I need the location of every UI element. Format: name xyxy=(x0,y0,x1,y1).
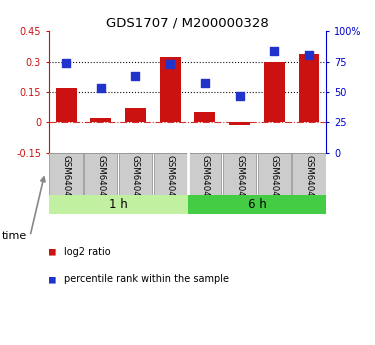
Bar xyxy=(90,118,111,122)
Bar xyxy=(223,153,256,195)
Bar xyxy=(49,195,188,214)
Text: ■: ■ xyxy=(49,275,55,284)
Bar xyxy=(188,153,222,195)
Point xyxy=(237,93,243,98)
Bar xyxy=(119,153,152,195)
Bar xyxy=(264,61,285,122)
Text: GSM64043: GSM64043 xyxy=(131,155,140,202)
Bar xyxy=(50,153,83,195)
Bar xyxy=(258,153,291,195)
Point xyxy=(98,86,104,91)
Point xyxy=(132,73,138,79)
Text: percentile rank within the sample: percentile rank within the sample xyxy=(64,275,229,284)
Text: log2 ratio: log2 ratio xyxy=(64,247,110,257)
Bar xyxy=(160,58,181,122)
Text: GSM64041: GSM64041 xyxy=(62,155,70,202)
Text: 1 h: 1 h xyxy=(109,198,128,211)
Text: 6 h: 6 h xyxy=(248,198,266,211)
Bar xyxy=(56,88,76,122)
Bar xyxy=(153,153,187,195)
Bar xyxy=(298,55,319,122)
Title: GDS1707 / M200000328: GDS1707 / M200000328 xyxy=(106,17,269,30)
Bar xyxy=(194,112,215,122)
Point xyxy=(202,81,208,86)
Bar xyxy=(188,195,326,214)
Text: GSM64046: GSM64046 xyxy=(235,155,244,202)
Bar xyxy=(125,108,146,122)
Point xyxy=(63,60,69,66)
Text: GSM64045: GSM64045 xyxy=(200,155,209,202)
Text: time: time xyxy=(2,231,27,241)
Text: ■: ■ xyxy=(49,247,55,257)
Point xyxy=(167,61,173,67)
Point xyxy=(306,53,312,58)
Bar xyxy=(84,153,117,195)
Text: GSM64044: GSM64044 xyxy=(166,155,175,202)
Text: GSM64042: GSM64042 xyxy=(96,155,105,202)
Text: GSM64047: GSM64047 xyxy=(270,155,279,202)
Bar xyxy=(229,122,250,125)
Text: GSM64048: GSM64048 xyxy=(304,155,313,202)
Point xyxy=(271,48,277,53)
Bar xyxy=(292,153,326,195)
